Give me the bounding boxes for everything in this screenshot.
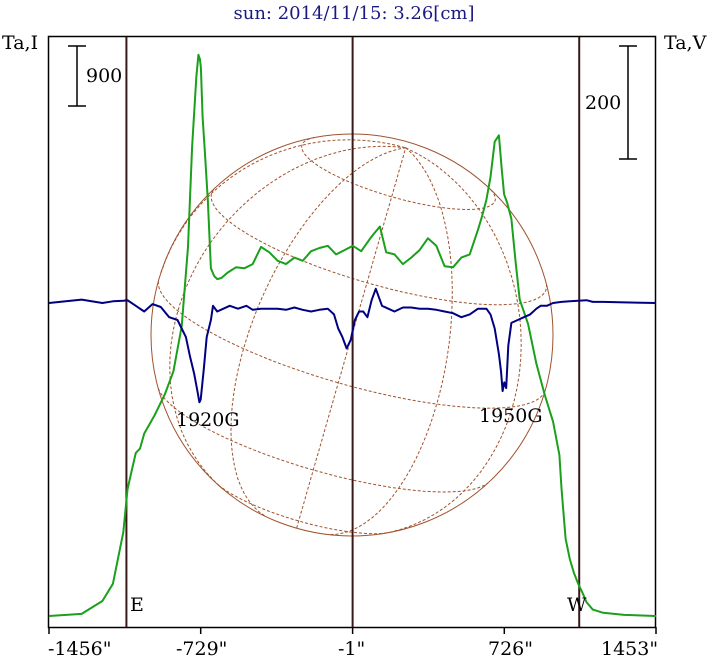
chart-title: sun: 2014/11/15: 3.26[cm]	[233, 3, 475, 24]
x-tick-label: -1456"	[48, 638, 112, 660]
scale-bars	[68, 45, 637, 160]
x-tick-label: -729"	[176, 638, 228, 660]
longitude-line	[330, 147, 453, 536]
x-tick-label: 1453"	[601, 638, 659, 660]
right-axis-label: Ta,V	[664, 32, 707, 54]
series-layer	[48, 53, 657, 617]
right-scale-label: 200	[585, 92, 622, 114]
x-tick-label: -1"	[338, 638, 366, 660]
longitude-line	[296, 147, 407, 529]
annotation-1920G: 1920G	[176, 409, 240, 431]
longitude-line	[160, 139, 406, 274]
intensity-line	[48, 53, 657, 617]
longitude-line	[169, 145, 406, 490]
latitude-line	[157, 388, 489, 493]
polarization-line	[48, 287, 657, 404]
longitude-line	[379, 147, 522, 535]
x-tick-label: 726"	[488, 638, 534, 660]
annotation-1950G: 1950G	[479, 405, 543, 427]
left-scale-label: 900	[86, 65, 123, 87]
latitude-line	[301, 137, 496, 211]
left-axis-label: Ta,I	[2, 32, 39, 54]
x-ticks	[48, 627, 657, 634]
latitude-line	[157, 281, 546, 409]
limb-label-west: W	[567, 594, 587, 616]
longitude-line	[230, 147, 406, 517]
limb-label-east: E	[130, 594, 144, 616]
